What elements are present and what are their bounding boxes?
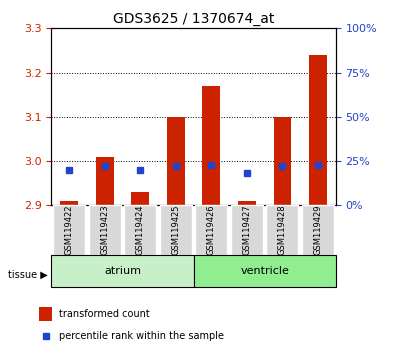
Bar	[167, 117, 184, 205]
FancyBboxPatch shape	[231, 205, 263, 255]
FancyBboxPatch shape	[194, 255, 336, 287]
Bar	[96, 156, 114, 205]
FancyBboxPatch shape	[51, 255, 194, 287]
FancyBboxPatch shape	[160, 205, 192, 255]
FancyBboxPatch shape	[195, 205, 228, 255]
Text: GSM119426: GSM119426	[207, 205, 216, 256]
Text: GSM119424: GSM119424	[136, 205, 145, 255]
Text: GSM119427: GSM119427	[243, 205, 251, 256]
Bar	[202, 86, 220, 205]
Text: atrium: atrium	[104, 266, 141, 276]
Text: GSM119429: GSM119429	[314, 205, 322, 255]
Bar	[131, 192, 149, 205]
Text: transformed count: transformed count	[59, 309, 150, 319]
Text: tissue ▶: tissue ▶	[8, 269, 48, 279]
Bar	[309, 55, 327, 205]
Bar	[274, 117, 292, 205]
FancyBboxPatch shape	[53, 205, 85, 255]
Title: GDS3625 / 1370674_at: GDS3625 / 1370674_at	[113, 12, 274, 26]
Text: ventricle: ventricle	[240, 266, 289, 276]
FancyBboxPatch shape	[266, 205, 299, 255]
Text: percentile rank within the sample: percentile rank within the sample	[59, 331, 224, 341]
Text: GSM119425: GSM119425	[171, 205, 180, 255]
FancyBboxPatch shape	[124, 205, 156, 255]
FancyBboxPatch shape	[88, 205, 121, 255]
Bar	[238, 201, 256, 205]
Text: GSM119422: GSM119422	[65, 205, 73, 255]
Text: GSM119423: GSM119423	[100, 205, 109, 256]
Bar	[60, 201, 78, 205]
Bar	[39, 307, 53, 321]
FancyBboxPatch shape	[302, 205, 334, 255]
Text: GSM119428: GSM119428	[278, 205, 287, 256]
